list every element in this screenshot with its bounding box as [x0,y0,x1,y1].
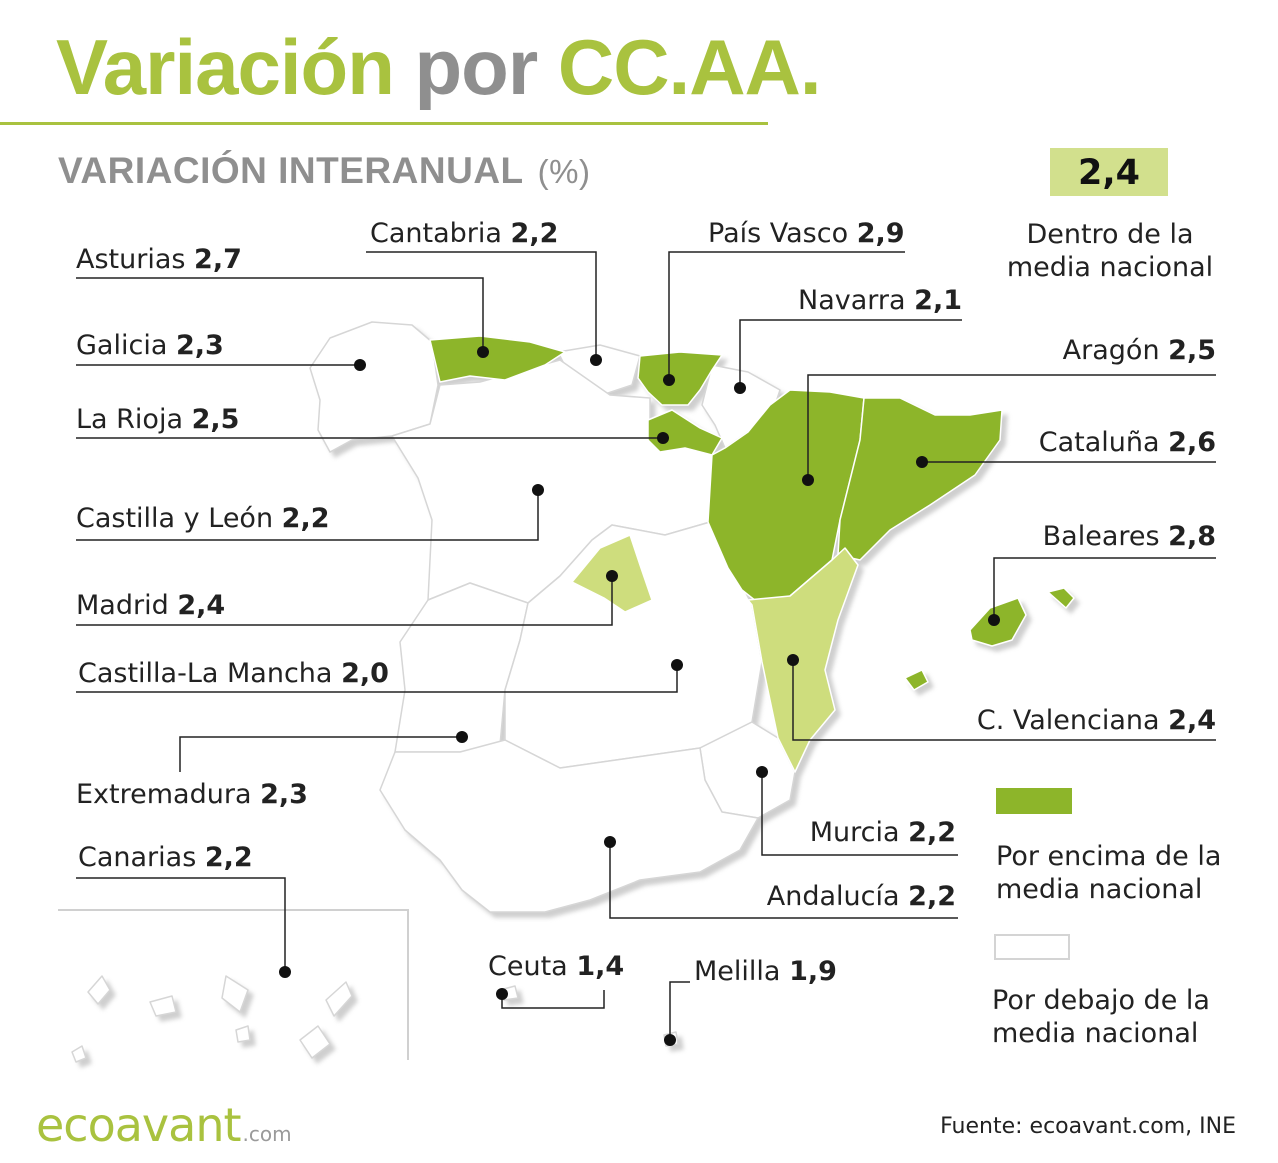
marker-dot-c-valenciana [787,654,799,666]
region-canarias-7 [235,1025,251,1043]
marker-dot-castilla-leon [532,484,544,496]
label-baleares: Baleares 2,8 [1042,521,1216,552]
region-canarias-1 [87,975,111,1005]
label-melilla: Melilla 1,9 [694,956,837,987]
marker-dot-andalucia [604,836,616,848]
label-asturias: Asturias 2,7 [76,244,242,275]
region-canarias-4 [299,1025,331,1059]
label-cataluna: Cataluña 2,6 [1038,427,1216,458]
legend-label-above: Por encima de la media nacional [996,841,1222,905]
label-canarias: Canarias 2,2 [78,842,253,873]
subtitle: VARIACIÓN INTERANUAL (%) [58,150,590,192]
label-aragon: Aragón 2,5 [1062,335,1216,366]
label-c-valenciana: C. Valenciana 2,4 [976,705,1216,736]
marker-dot-pais-vasco [663,374,675,386]
marker-dot-cantabria [590,354,602,366]
marker-dot-aragon [802,474,814,486]
region-canarias-3 [221,975,249,1013]
legend-swatch-above [996,788,1072,814]
legend-swatch-below [994,934,1070,960]
leader-line-melilla [669,981,690,1040]
canarias-inset-frame [58,909,409,1060]
leader-line-asturias [76,277,484,352]
leader-line-andalucia [609,842,958,919]
marker-dot-navarra [734,382,746,394]
leader-line-castilla-leon [76,490,539,541]
region-asturias [429,335,566,383]
label-cantabria: Cantabria 2,2 [370,218,559,249]
marker-dot-la-rioja [657,432,669,444]
leader-line-ceuta [501,990,605,1009]
marker-dot-madrid [606,570,618,582]
marker-dot-galicia [354,359,366,371]
marker-dot-extremadura [456,731,468,743]
leader-line-navarra [739,319,962,388]
subtitle-main: VARIACIÓN INTERANUAL [58,150,524,191]
leader-line-castilla-la-mancha [76,665,678,693]
region-baleares-ibiza [904,669,929,691]
title-part-2: por [414,23,539,111]
region-canarias-2 [149,995,177,1017]
leader-line-extremadura [179,736,462,772]
region-cataluna [837,397,1003,561]
marker-dot-baleares [988,614,1000,626]
leader-line-murcia [761,772,958,856]
label-andalucia: Andalucía 2,2 [766,881,956,912]
title-underline [0,122,768,125]
leader-line-cantabria [366,251,597,360]
leader-line-baleares [993,557,1216,620]
marker-dot-ceuta [496,988,508,1000]
marker-dot-asturias [477,346,489,358]
marker-dot-murcia [756,766,768,778]
label-murcia: Murcia 2,2 [809,817,956,848]
region-canarias-5 [325,981,353,1017]
label-pais-vasco: País Vasco 2,9 [708,218,905,249]
label-galicia: Galicia 2,3 [76,330,224,361]
label-la-rioja: La Rioja 2,5 [76,404,240,435]
region-canarias-6 [71,1045,87,1063]
page-title: Variación por CC.AA. [56,22,822,112]
region-andalucia [379,739,759,913]
region-pais-vasco [637,351,723,406]
leader-line-aragon [807,374,1216,480]
national-average-label: Dentro de la media nacional [1006,219,1214,283]
ecoavant-logo: ecoavant .com [36,1098,292,1152]
leader-line-madrid [76,576,613,626]
leader-line-canarias [76,877,286,972]
legend-label-below: Por debajo de la media nacional [992,985,1210,1049]
label-navarra: Navarra 2,1 [798,285,962,316]
label-castilla-leon: Castilla y León 2,2 [76,503,330,534]
marker-dot-cataluna [916,456,928,468]
label-castilla-la-mancha: Castilla-La Mancha 2,0 [78,658,389,689]
region-baleares-menorca [1047,587,1075,609]
marker-dot-melilla [664,1034,676,1046]
title-part-1: Variación [56,23,395,111]
source-note: Fuente: ecoavant.com, INE [940,1114,1236,1139]
marker-dot-castilla-la-mancha [671,659,683,671]
marker-dot-canarias [279,966,291,978]
leader-line-pais-vasco [668,251,905,380]
national-average-badge: 2,4 [1050,148,1168,196]
region-castilla-la-mancha [504,521,763,769]
label-ceuta: Ceuta 1,4 [488,951,625,982]
subtitle-unit: (%) [537,153,591,190]
leader-line-c-valenciana [792,660,1216,741]
title-part-3: CC.AA. [557,23,822,111]
label-madrid: Madrid 2,4 [76,590,226,621]
label-extremadura: Extremadura 2,3 [76,779,308,810]
region-c-valenciana [747,547,859,773]
